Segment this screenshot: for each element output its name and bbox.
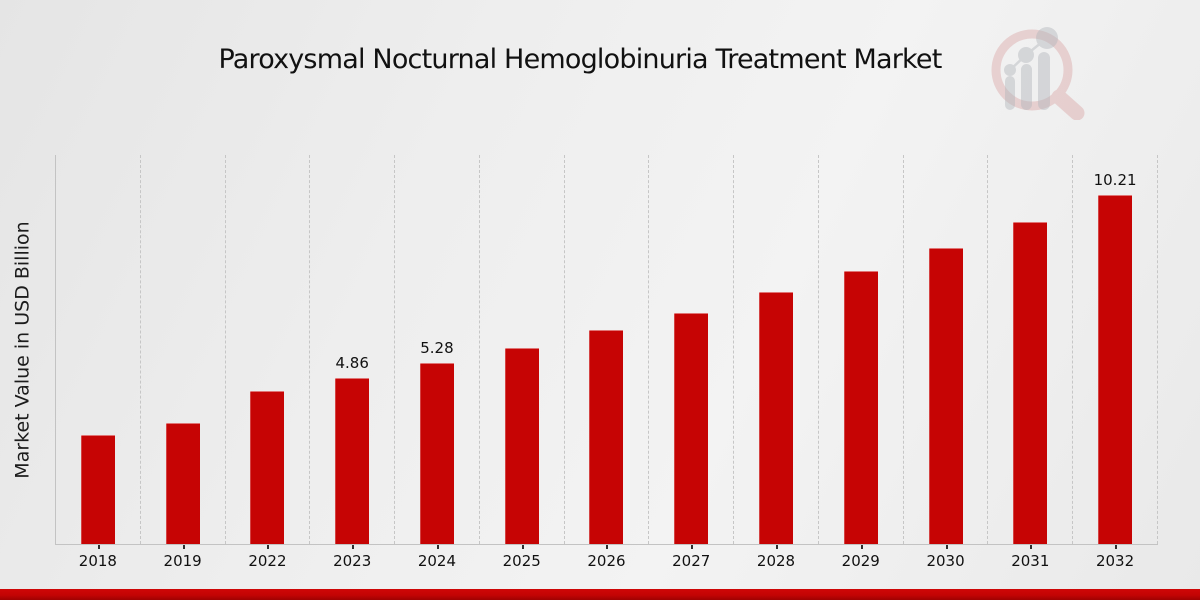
chart-column: 2031 <box>988 155 1074 570</box>
x-axis-tick-label: 2023 <box>333 552 372 570</box>
x-axis-tick <box>1030 545 1033 549</box>
x-axis-tick-label: 2024 <box>417 552 457 570</box>
chart-column: 5.28 2024 <box>395 155 480 570</box>
x-axis-tick <box>436 545 439 549</box>
x-axis-tick-label: 2029 <box>841 552 880 570</box>
bar-value-label: 5.28 <box>420 339 454 357</box>
bar-value-label: 4.86 <box>335 354 369 372</box>
x-axis-tick <box>352 545 355 549</box>
x-axis-tick-label: 2019 <box>163 552 202 570</box>
bar-2022 <box>250 391 285 544</box>
magnifier-ring <box>991 29 1085 121</box>
x-axis-tick-label: 2032 <box>1095 552 1135 570</box>
x-axis-tick-label: 2028 <box>756 552 796 570</box>
x-axis-tick-label: 2022 <box>248 552 287 570</box>
x-axis-tick <box>945 545 948 549</box>
x-axis-tick <box>776 545 778 549</box>
bar-2018 <box>80 435 115 544</box>
bottom-accent-band <box>0 589 1200 600</box>
x-axis-tick-label: 2025 <box>502 552 541 570</box>
y-axis-label-container: Market Value in USD Billion <box>2 155 44 545</box>
chart-column: 4.86 2023 <box>310 155 396 570</box>
bar-2028 <box>759 292 793 544</box>
y-axis-label: Market Value in USD Billion <box>12 221 35 479</box>
x-axis-tick-label: 2018 <box>78 552 117 570</box>
chart-column: 2030 <box>904 155 989 570</box>
x-axis-tick-label: 2027 <box>672 552 711 570</box>
x-axis-tick <box>691 545 694 549</box>
bar-value-label: 10.21 <box>1093 171 1137 189</box>
x-axis-tick-label: 2026 <box>587 552 626 570</box>
x-axis-tick-label: 2031 <box>1011 552 1050 570</box>
x-axis-tick <box>606 545 609 549</box>
bar-2030 <box>928 248 963 544</box>
bar-2019 <box>165 423 200 544</box>
chart-column: 2025 <box>480 155 565 570</box>
bar-2031 <box>1013 222 1048 544</box>
chart-column: 2019 <box>141 155 226 570</box>
bar-2032 <box>1098 195 1133 544</box>
chart-column: 2022 <box>226 155 311 570</box>
x-axis-tick <box>521 545 524 549</box>
bar-2029 <box>843 271 878 544</box>
growth-bars-and-dots <box>1004 27 1058 110</box>
x-axis-tick <box>97 545 100 549</box>
chart-column: 2026 <box>565 155 650 570</box>
x-axis-tick-label: 2030 <box>926 552 965 570</box>
x-axis-tick <box>1115 545 1118 549</box>
bar-2025 <box>504 348 539 544</box>
bar-2024 <box>419 363 454 544</box>
magnifier-bar-chart-logo-icon <box>991 27 1085 121</box>
chart-title: Paroxysmal Nocturnal Hemoglobinuria Trea… <box>218 44 942 75</box>
x-axis-tick <box>267 545 270 549</box>
chart-column: 2029 <box>819 155 904 570</box>
x-axis-tick <box>182 545 185 549</box>
chart-column: 2028 <box>734 155 819 570</box>
market-research-future-logo <box>988 26 1088 121</box>
chart-column: 10.21 2032 <box>1073 155 1158 570</box>
bar-2027 <box>674 313 709 544</box>
plot-area: 2018 2019 2022 4.86 2023 5.28 2024 2025 2026 2027… <box>55 155 1158 570</box>
chart-column: 2027 <box>649 155 735 570</box>
x-axis-tick <box>860 545 863 549</box>
bar-2023 <box>335 378 370 544</box>
chart-column: 2018 <box>56 155 141 570</box>
bar-2026 <box>589 330 624 544</box>
